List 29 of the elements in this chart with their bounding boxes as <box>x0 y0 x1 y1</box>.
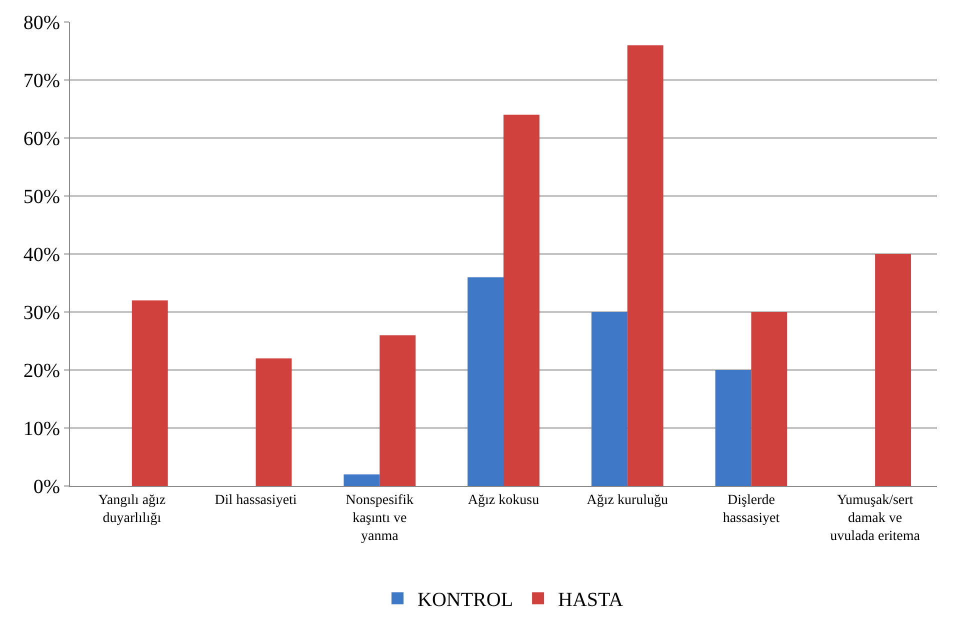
x-tick-label: Ağız kuruluğu <box>586 492 668 508</box>
y-tick-label: 30% <box>23 302 60 324</box>
x-tick-label: Nonspesifik kaşıntı ve yanma <box>346 492 414 544</box>
bar <box>751 312 788 486</box>
bar <box>468 277 504 486</box>
bar <box>380 335 416 486</box>
bar <box>875 254 911 486</box>
bar <box>344 474 380 486</box>
y-tick-label: 80% <box>23 12 60 34</box>
x-tick-label: Ağız kokusu <box>468 492 540 508</box>
bar <box>627 45 664 486</box>
y-tick-label: 60% <box>23 128 60 150</box>
y-tick-label: 0% <box>33 476 60 498</box>
bar <box>504 114 540 486</box>
bar <box>256 358 292 486</box>
y-tick-label: 40% <box>23 244 60 266</box>
legend-label: KONTROL <box>418 589 514 612</box>
y-tick-label: 20% <box>23 360 60 382</box>
x-tick-label: Yangılı ağız duyarlılığı <box>98 492 166 526</box>
x-tick-label: Yumuşak/sert damak ve uvulada eritema <box>830 492 921 544</box>
bar <box>132 300 168 486</box>
y-tick-label: 50% <box>23 186 60 208</box>
bar <box>715 370 752 486</box>
y-tick-label: 10% <box>23 418 60 440</box>
legend-label: HASTA <box>558 589 624 612</box>
bar <box>591 312 628 486</box>
x-tick-label: Dil hassasiyeti <box>214 492 297 508</box>
x-tick-label: Dişlerde hassasiyet <box>722 492 780 526</box>
y-tick-label: 70% <box>23 70 60 92</box>
